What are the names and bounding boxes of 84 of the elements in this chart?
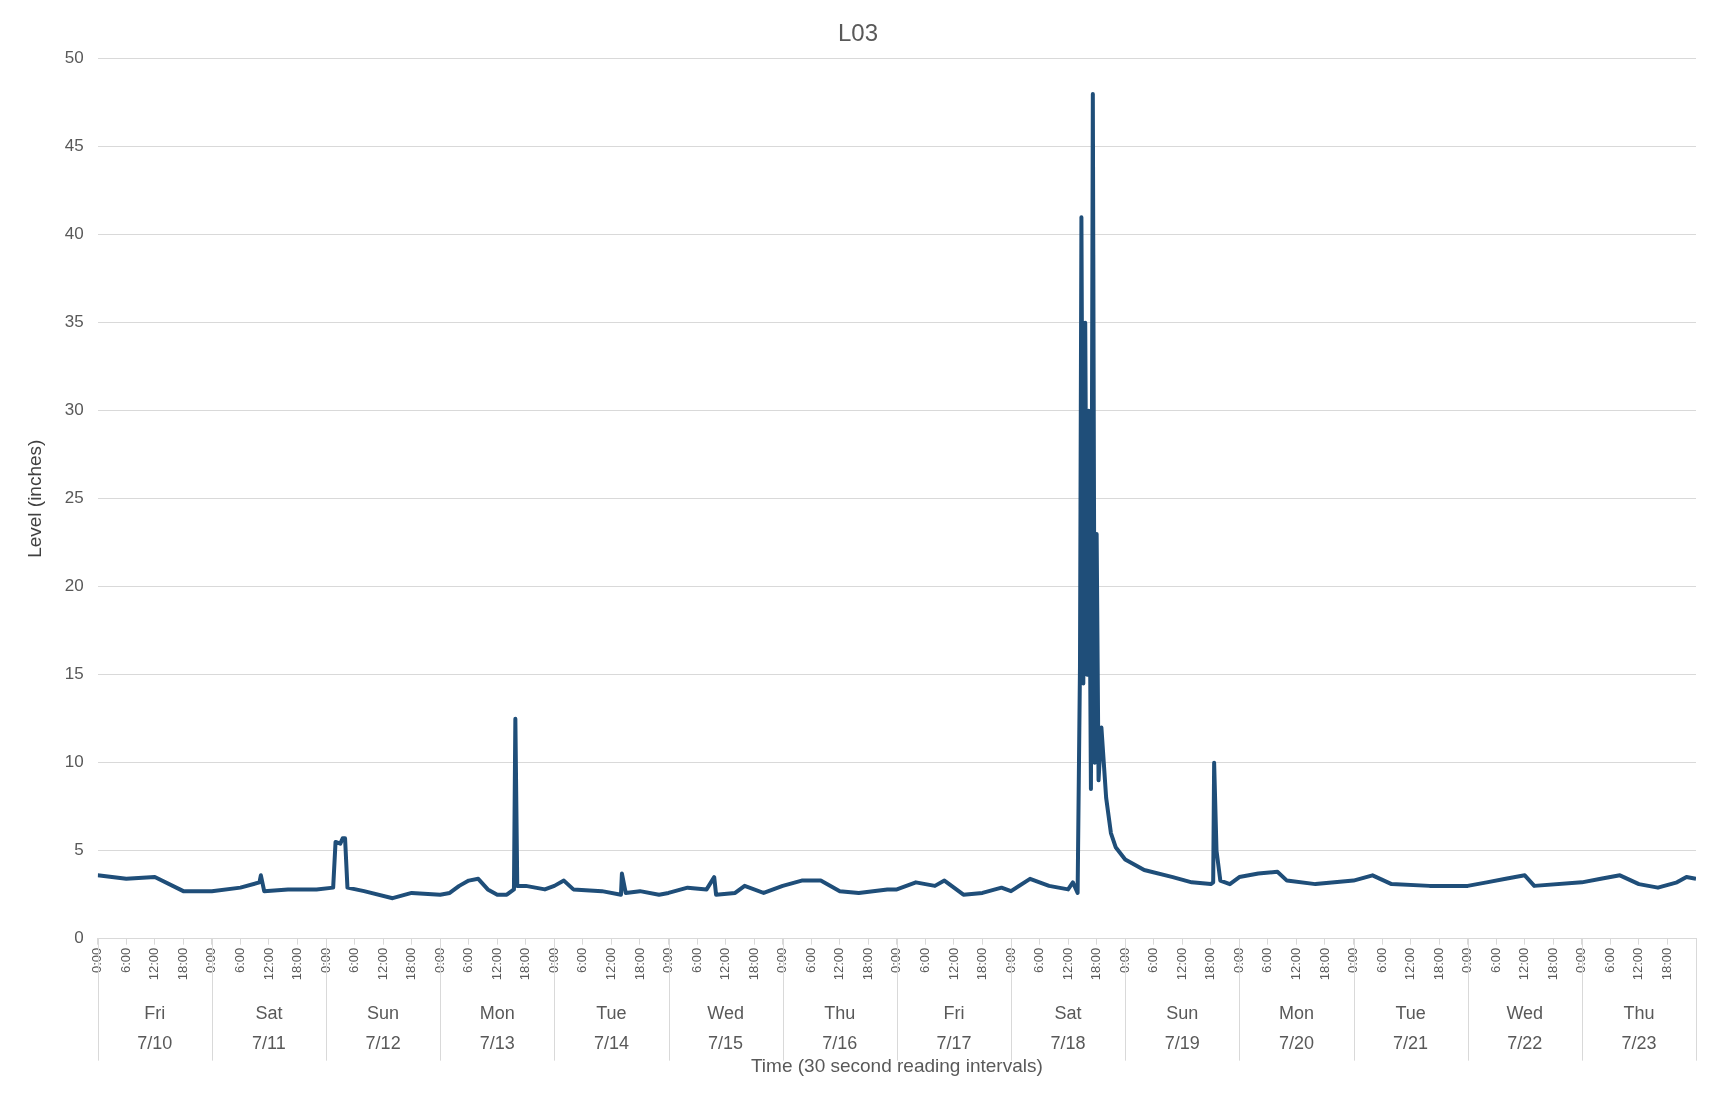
x-tick-label: 18:00 bbox=[174, 947, 190, 981]
x-tick-label: 12:00 bbox=[1516, 947, 1532, 981]
x-tick-label: 12:00 bbox=[1059, 947, 1075, 981]
text: Fri bbox=[943, 1002, 965, 1023]
y-axis-title: Level (inches) bbox=[23, 439, 45, 558]
y-tick-label: 0 bbox=[74, 928, 84, 948]
text: Wed bbox=[1506, 1002, 1544, 1023]
text: 7/16 bbox=[822, 1032, 858, 1053]
text: Fri bbox=[144, 1002, 166, 1023]
text: 7/14 bbox=[593, 1032, 629, 1053]
x-tick-label: 12:00 bbox=[603, 947, 619, 981]
x-tick-label: 6:00 bbox=[1601, 947, 1617, 973]
y-tick-label: 25 bbox=[64, 488, 84, 508]
x-tick-label: 18:00 bbox=[631, 947, 647, 981]
x-tick-label: 18:00 bbox=[1544, 947, 1560, 981]
x-tick-label: 12:00 bbox=[831, 947, 847, 981]
text: 7/11 bbox=[252, 1032, 286, 1053]
x-tick-label: 6:00 bbox=[460, 947, 476, 973]
x-tick-label: 12:00 bbox=[1288, 947, 1304, 981]
x-tick-label: 6:00 bbox=[117, 947, 133, 973]
x-tick-label: 18:00 bbox=[1088, 947, 1104, 981]
y-tick-label: 10 bbox=[64, 752, 84, 772]
x-tick-label: 18:00 bbox=[1316, 947, 1332, 981]
x-tick-label: 6:00 bbox=[231, 947, 247, 973]
text: Wed bbox=[707, 1002, 744, 1023]
x-tick-label: 6:00 bbox=[916, 947, 932, 973]
text: Thu bbox=[1623, 1002, 1655, 1023]
x-axis-title: Time (30 second reading intervals) bbox=[750, 1054, 1043, 1076]
x-tick-label: 18:00 bbox=[974, 947, 990, 981]
text: 7/20 bbox=[1278, 1032, 1314, 1053]
y-tick-label: 45 bbox=[64, 136, 84, 156]
text: Mon bbox=[1278, 1002, 1314, 1023]
x-tick-label: 12:00 bbox=[717, 947, 733, 981]
text: 7/13 bbox=[479, 1032, 515, 1053]
x-tick-label: 12:00 bbox=[945, 947, 961, 981]
text: 7/12 bbox=[365, 1032, 401, 1053]
x-tick-label: 18:00 bbox=[1202, 947, 1218, 981]
x-tick-label: 18:00 bbox=[289, 947, 305, 981]
x-tick-label: 12:00 bbox=[1402, 947, 1418, 981]
text: Tue bbox=[1395, 1002, 1426, 1023]
x-tick-label: 6:00 bbox=[802, 947, 818, 973]
y-tick-label: 50 bbox=[64, 48, 84, 68]
text: 7/15 bbox=[708, 1032, 744, 1053]
x-tick-label: 12:00 bbox=[146, 947, 162, 981]
text: 7/21 bbox=[1393, 1032, 1429, 1053]
x-tick-label: 6:00 bbox=[1373, 947, 1389, 973]
text: Sun bbox=[367, 1002, 400, 1023]
text: Sun bbox=[1166, 1002, 1199, 1023]
y-tick-label: 30 bbox=[64, 400, 84, 420]
x-tick-label: 12:00 bbox=[1173, 947, 1189, 981]
chart-title: L03 bbox=[837, 19, 879, 47]
x-tick-label: 18:00 bbox=[1659, 947, 1675, 981]
text: 7/22 bbox=[1507, 1032, 1543, 1053]
x-tick-label: 12:00 bbox=[1630, 947, 1646, 981]
text: 7/10 bbox=[137, 1032, 173, 1053]
y-tick-label: 20 bbox=[64, 576, 84, 596]
y-tick-label: 40 bbox=[64, 224, 84, 244]
text: Sat bbox=[1054, 1002, 1082, 1023]
text: Sat bbox=[255, 1002, 283, 1023]
x-tick-label: 12:00 bbox=[488, 947, 504, 981]
text: 7/23 bbox=[1621, 1032, 1657, 1053]
x-tick-label: 18:00 bbox=[745, 947, 761, 981]
x-tick-label: 12:00 bbox=[374, 947, 390, 981]
x-tick-label: 12:00 bbox=[260, 947, 276, 981]
x-tick-label: 6:00 bbox=[1487, 947, 1503, 973]
y-tick-label: 35 bbox=[64, 312, 84, 332]
text: 7/19 bbox=[1164, 1032, 1200, 1053]
text: Thu bbox=[824, 1002, 856, 1023]
x-tick-label: 18:00 bbox=[517, 947, 533, 981]
x-tick-label: 6:00 bbox=[688, 947, 704, 973]
x-tick-label: 18:00 bbox=[1430, 947, 1446, 981]
x-tick-label: 18:00 bbox=[859, 947, 875, 981]
text: 7/18 bbox=[1050, 1032, 1086, 1053]
y-tick-label: 5 bbox=[74, 840, 84, 860]
x-tick-label: 6:00 bbox=[1259, 947, 1275, 973]
x-tick-label: 6:00 bbox=[574, 947, 590, 973]
x-tick-label: 6:00 bbox=[1145, 947, 1161, 973]
text: Mon bbox=[479, 1002, 515, 1023]
text: Tue bbox=[596, 1002, 627, 1023]
y-tick-label: 15 bbox=[64, 664, 84, 684]
x-tick-label: 18:00 bbox=[403, 947, 419, 981]
x-tick-label: 6:00 bbox=[1031, 947, 1047, 973]
text: 7/17 bbox=[936, 1032, 972, 1053]
x-tick-label: 6:00 bbox=[346, 947, 362, 973]
